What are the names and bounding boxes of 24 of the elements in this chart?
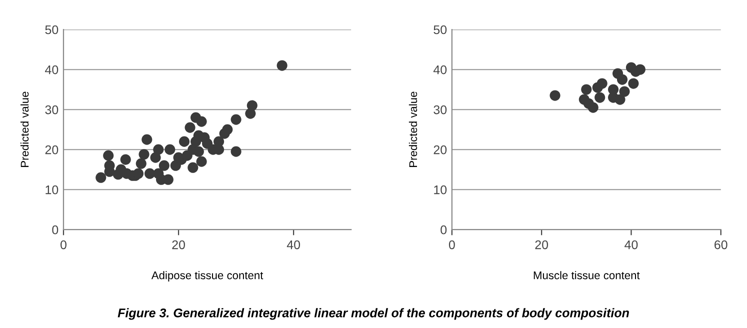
y-axis-title: Predicted value xyxy=(20,92,29,167)
y-tick-label: 30 xyxy=(434,105,447,114)
x-axis-title: Muscle tissue content xyxy=(534,271,640,280)
x-tick-label: 0 xyxy=(60,240,66,250)
y-tick-label: 20 xyxy=(45,145,58,154)
y-tick-label: 10 xyxy=(46,185,58,194)
caption: Figure 3. Generalized integrative linear model of the components of body composition xyxy=(118,308,629,320)
y-tick-label: 40 xyxy=(45,65,58,74)
y-tick-label: 40 xyxy=(433,65,447,74)
x-axis-title: Adipose tissue content xyxy=(151,271,264,282)
x-tick-label: 20 xyxy=(535,240,548,250)
y-tick-label: 50 xyxy=(434,25,447,34)
y-tick-label: 0 xyxy=(52,225,58,234)
x-tick-label: 0 xyxy=(448,240,455,250)
y-tick-label: 10 xyxy=(434,185,447,194)
y-axis-title: Predicted value xyxy=(408,92,418,167)
x-tick-label: 40 xyxy=(624,240,638,250)
y-tick-label: 0 xyxy=(440,225,447,234)
x-tick-label: 60 xyxy=(714,240,728,250)
y-tick-label: 20 xyxy=(434,145,447,154)
x-tick-label: 20 xyxy=(172,240,185,250)
x-tick-label: 40 xyxy=(286,240,300,250)
y-tick-label: 30 xyxy=(45,105,58,114)
y-tick-label: 50 xyxy=(45,25,58,34)
